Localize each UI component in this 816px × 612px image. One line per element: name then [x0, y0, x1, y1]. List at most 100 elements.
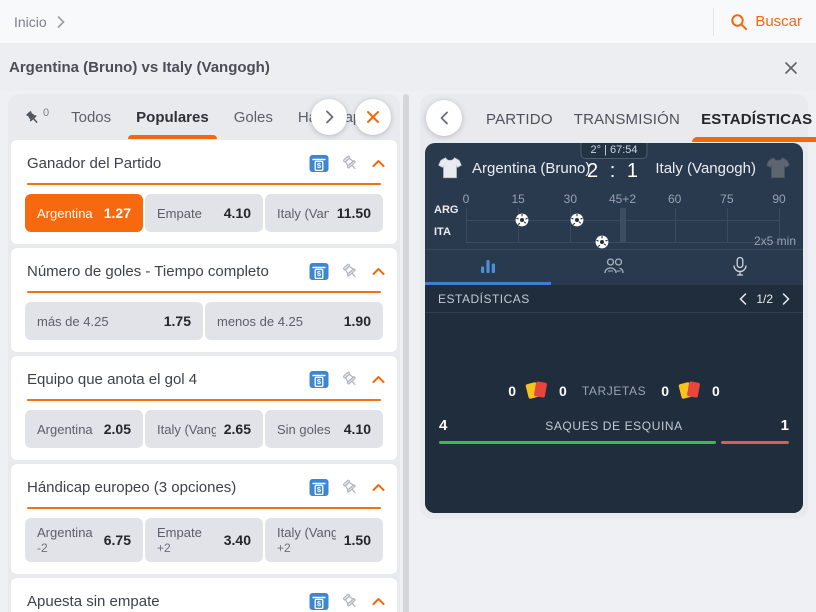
market-block: Hándicap europeo (3 opciones) $ Argentin… [11, 464, 397, 574]
pin-outline-icon[interactable] [341, 478, 360, 497]
market-title-rule [27, 291, 381, 293]
odds-button[interactable]: Empate +2 3.40 [145, 518, 263, 562]
odds-button[interactable]: Italy (Vang... 2.65 [145, 410, 263, 448]
away-red-count: 0 [711, 383, 720, 399]
market-block: Apuesta sin empate $ [11, 578, 397, 612]
goal-marker-away [595, 235, 609, 249]
odds-row: Argentina (... -2 6.75 Empate +2 3.40 [19, 518, 389, 562]
market-tab-populares[interactable]: Populares [128, 95, 217, 139]
timeline-tick-line [779, 208, 780, 242]
odds-button[interactable]: Argentina (... -2 6.75 [25, 518, 143, 562]
cashout-icon: $ [309, 371, 329, 388]
corners-bar [439, 441, 789, 444]
tabs-back-button[interactable] [426, 100, 462, 136]
match-tabs: PARTIDO TRANSMISIÓN ESTADÍSTICAS [425, 94, 816, 143]
stats-pager: 1/2 [739, 292, 790, 306]
pager-prev-button[interactable] [739, 292, 747, 305]
market-title-rule [27, 183, 381, 185]
pin-outline-icon[interactable] [341, 154, 360, 173]
market-title: Número de goles - Tiempo completo [27, 263, 269, 280]
period-time-badge: 2° | 67:54 [580, 143, 648, 159]
chevron-right-icon [57, 15, 65, 28]
timeline-tick: 90 [772, 192, 786, 206]
topbar-right: Buscar [713, 0, 802, 43]
away-jersey-icon [766, 157, 790, 179]
cards-icon [678, 381, 703, 401]
chevron-up-icon[interactable] [372, 375, 385, 384]
stats-title: ESTADÍSTICAS [438, 291, 530, 306]
close-icon [785, 61, 797, 74]
chevron-up-icon[interactable] [372, 267, 385, 276]
home-yellow-count: 0 [508, 383, 517, 399]
match-tracker: 2° | 67:54 2 : 1 Argentina (Bruno) Italy… [425, 143, 803, 513]
timeline-tick: 45+2 [608, 192, 637, 206]
odds-button[interactable]: Sin goles 4.10 [265, 410, 383, 448]
match-panel: PARTIDO TRANSMISIÓN ESTADÍSTICAS 2° | 67… [420, 94, 816, 519]
market-title: Apuesta sin empate [27, 593, 160, 610]
cashout-icon: $ [309, 593, 329, 610]
timeline-tick: 15 [511, 192, 525, 206]
timeline-tick-line [622, 208, 624, 242]
match-duration-note: 2x5 min [753, 234, 796, 248]
subtab-statistics[interactable] [425, 250, 551, 285]
pin-outline-icon[interactable] [341, 592, 360, 611]
chevron-up-icon[interactable] [372, 159, 385, 168]
players-icon [604, 258, 624, 274]
chevron-left-icon [440, 111, 448, 125]
collapse-all-button[interactable] [355, 99, 391, 135]
match-title-bar: Argentina (Bruno) vs Italy (Vangogh) [0, 44, 816, 91]
market-tab-goles[interactable]: Goles [234, 95, 273, 139]
pager-next-button[interactable] [782, 292, 790, 305]
market-title: Hándicap europeo (3 opciones) [27, 479, 237, 496]
corners-stat-row: 4 SAQUES DE ESQUINA 1 [439, 417, 789, 444]
timeline-row-label-home: ARG [434, 204, 459, 216]
breadcrumb-home-link[interactable]: Inicio [14, 13, 47, 30]
chevron-up-icon[interactable] [372, 597, 385, 606]
timeline-tick-line [466, 208, 467, 242]
odds-button[interactable]: Argentina (... 1.27 [25, 194, 143, 232]
chevron-left-icon [739, 292, 747, 305]
close-button[interactable] [782, 59, 800, 77]
home-corners-count: 4 [439, 417, 448, 434]
stats-body: 0 0 TARJETAS 0 0 4 [425, 313, 803, 513]
odds-row: Argentina (... 2.05 Italy (Vang... 2.65 … [19, 410, 389, 448]
match-tab-estadisticas[interactable]: ESTADÍSTICAS [692, 95, 816, 142]
match-tab-transmision[interactable]: TRANSMISIÓN [574, 95, 680, 142]
market-category-tabs: 0 Todos Populares Goles Hándicap [8, 94, 400, 140]
chevron-right-icon [325, 110, 333, 124]
odds-button[interactable]: menos de 4.25 1.90 [205, 302, 383, 340]
timeline-tick: 0 [462, 192, 470, 206]
odds-button[interactable]: Argentina (... 2.05 [25, 410, 143, 448]
market-title-rule [27, 399, 381, 401]
timeline-tick: 75 [720, 192, 734, 206]
corners-stat-label: SAQUES DE ESQUINA [545, 418, 683, 433]
cashout-icon: $ [309, 263, 329, 280]
cashout-icon: $ [309, 155, 329, 172]
tracker-subtabs [425, 249, 803, 285]
odds-button[interactable]: Italy (Van... 11.50 [265, 194, 383, 232]
home-jersey-icon [438, 157, 462, 179]
corners-bar-away [720, 441, 789, 444]
subtab-commentary[interactable] [677, 250, 803, 285]
pinned-markets-button[interactable]: 0 [24, 107, 49, 126]
odds-button[interactable]: Empate 4.10 [145, 194, 263, 232]
market-block: Equipo que anota el gol 4 $ Argentina (.… [11, 356, 397, 460]
match-tab-partido[interactable]: PARTIDO [486, 95, 553, 142]
odds-button[interactable]: más de 4.25 1.75 [25, 302, 203, 340]
tabs-scroll-next-button[interactable] [311, 99, 347, 135]
market-tab-todos[interactable]: Todos [71, 95, 111, 139]
home-red-count: 0 [559, 383, 567, 399]
odds-button[interactable]: Italy (Vang... +2 1.50 [265, 518, 383, 562]
chevron-up-icon[interactable] [372, 483, 385, 492]
pin-outline-icon[interactable] [341, 262, 360, 281]
subtab-lineups[interactable] [551, 250, 677, 285]
corners-bar-home [439, 441, 716, 444]
search-button[interactable]: Buscar [730, 13, 802, 31]
topbar: Inicio Buscar [0, 0, 816, 44]
pin-outline-icon[interactable] [341, 370, 360, 389]
collapse-all-icon [367, 111, 379, 123]
markets-scrollbar[interactable] [403, 94, 409, 612]
bar-chart-icon [481, 260, 495, 273]
market-title: Equipo que anota el gol 4 [27, 371, 198, 388]
